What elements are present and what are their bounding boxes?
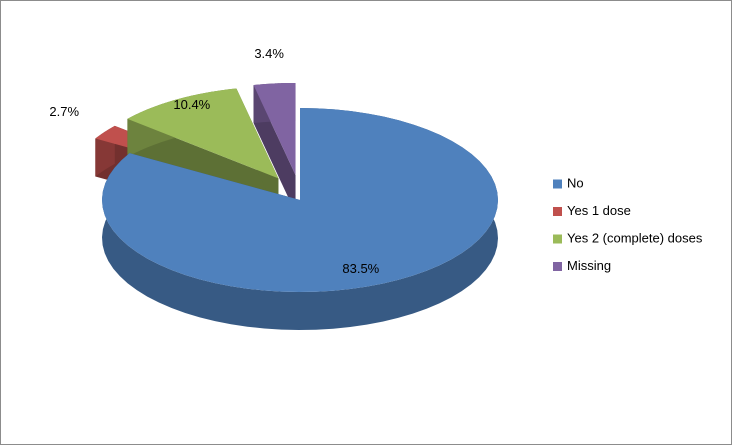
legend-label: No [567, 175, 584, 190]
legend-swatch [553, 234, 562, 244]
legend-label: Yes 2 (complete) doses [567, 230, 703, 245]
legend-label: Yes 1 dose [567, 203, 631, 218]
slice [102, 108, 498, 292]
slice [127, 88, 279, 179]
legend-label: Missing [567, 258, 611, 273]
data-label: 83.5% [342, 261, 379, 276]
slice [253, 82, 296, 175]
legend-swatch [553, 207, 562, 216]
data-label: 2.7% [49, 104, 79, 119]
legend-swatch [553, 179, 562, 189]
legend-swatch [553, 262, 562, 271]
data-label: 10.4% [173, 97, 210, 112]
data-label: 3.4% [254, 46, 284, 61]
